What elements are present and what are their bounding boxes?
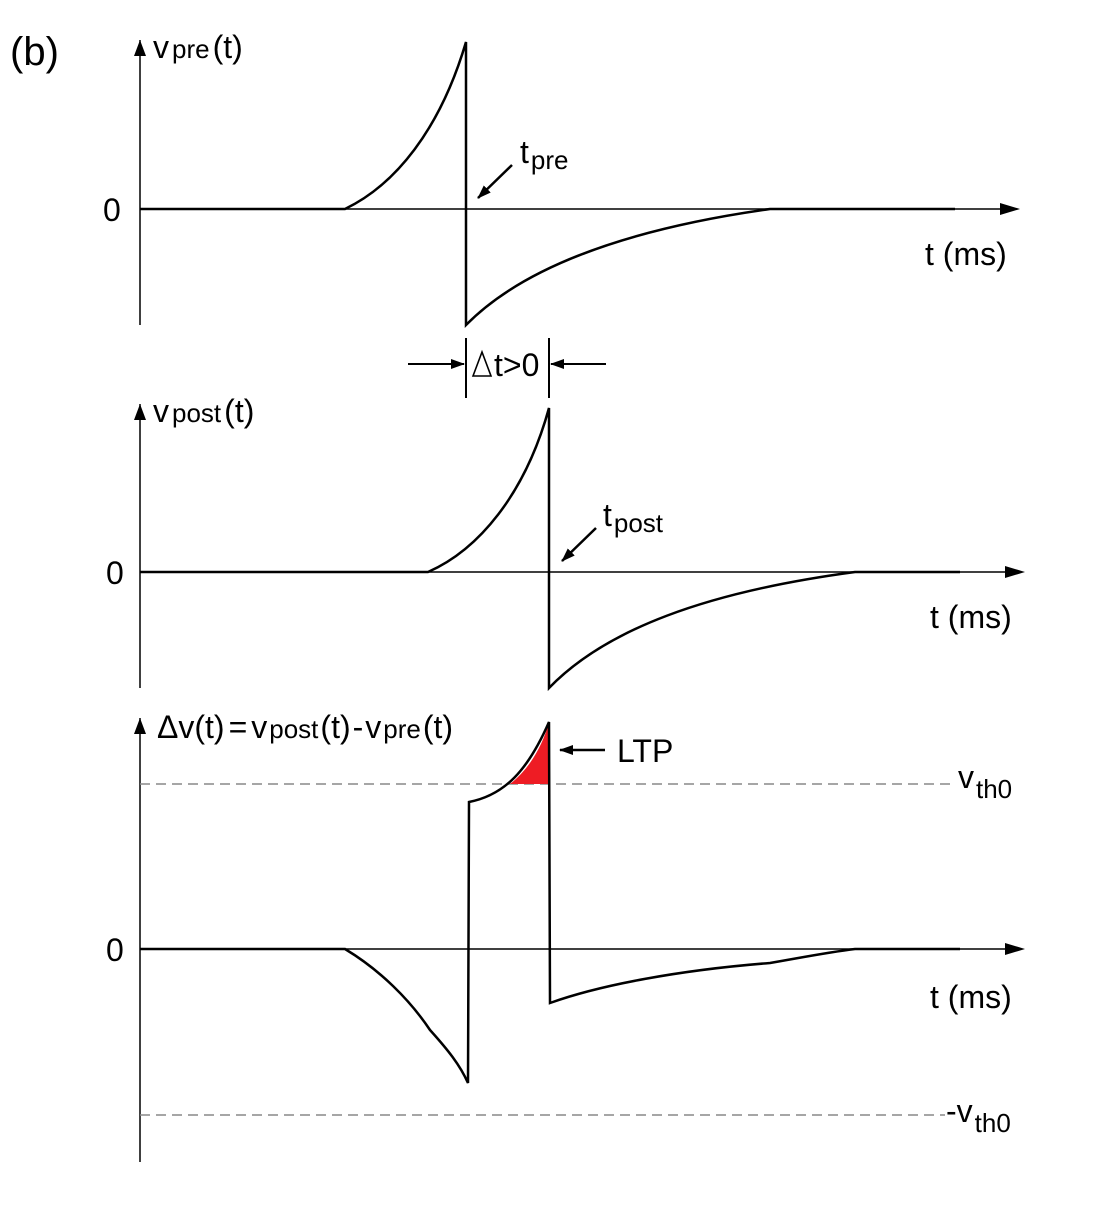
- middle-y-arrowhead: [134, 404, 146, 420]
- t-pre-arrow: [477, 164, 513, 199]
- top-y-arrowhead: [134, 40, 146, 56]
- difference-waveform: [140, 721, 960, 1084]
- top-y-label: v pre(t): [153, 29, 243, 65]
- delta-t-label: t>0: [494, 347, 539, 383]
- bottom-y-arrowhead: [134, 718, 146, 734]
- middle-x-arrowhead: [1005, 566, 1025, 578]
- middle-y-label: v post(t): [153, 393, 254, 429]
- bottom-zero-label: 0: [106, 932, 124, 968]
- delta-symbol-icon: [471, 349, 493, 377]
- top-x-arrowhead: [1000, 203, 1020, 215]
- ltp-region: [510, 722, 549, 784]
- top-plot: v pre(t) 0 t (ms) tpre: [103, 29, 1020, 329]
- threshold-negative-label: -vth0: [946, 1093, 1011, 1138]
- middle-zero-label: 0: [106, 555, 124, 591]
- middle-x-label: t (ms): [930, 599, 1012, 635]
- t-pre-label: tpre: [520, 134, 568, 175]
- top-x-label: t (ms): [925, 236, 1007, 272]
- delta-t-indicator: t>0: [408, 338, 606, 398]
- middle-plot: v post(t) 0 t (ms) tpost: [106, 393, 1025, 692]
- threshold-positive-label: vth0: [958, 759, 1012, 804]
- difference-formula: Δv(t) = vpost(t)-vpre(t): [157, 709, 453, 745]
- t-post-label: tpost: [603, 497, 664, 538]
- t-post-arrow: [561, 527, 597, 562]
- ltp-label: LTP: [617, 733, 673, 769]
- top-zero-label: 0: [103, 192, 121, 228]
- middle-waveform: [140, 407, 960, 692]
- bottom-x-label: t (ms): [930, 979, 1012, 1015]
- bottom-x-arrowhead: [1005, 943, 1025, 955]
- panel-label: (b): [10, 30, 59, 74]
- bottom-plot: Δv(t) = vpost(t)-vpre(t) LTP vth0 -vth0 0 …: [106, 709, 1025, 1162]
- top-waveform: [140, 41, 955, 329]
